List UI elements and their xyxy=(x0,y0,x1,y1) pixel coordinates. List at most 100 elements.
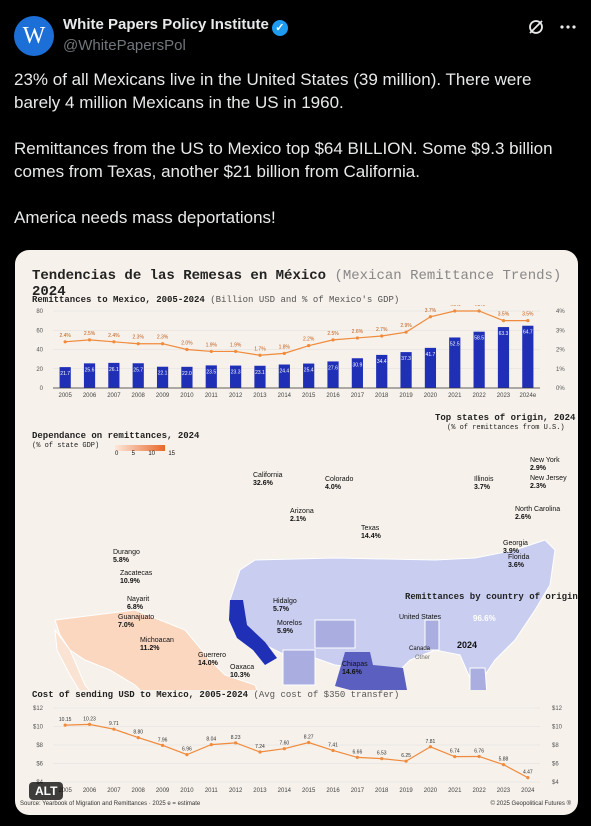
gdp-share-point xyxy=(404,330,408,334)
cost-value-label: 7.96 xyxy=(158,737,168,743)
y-tick-right: $4 xyxy=(552,780,559,786)
cost-value-label: 8.80 xyxy=(133,730,143,736)
bar xyxy=(205,365,217,388)
cost-point xyxy=(234,741,238,745)
mx-state-value: 6.8% xyxy=(127,604,143,611)
y-tick-right: 1% xyxy=(556,367,565,373)
mx-state-value: 5.8% xyxy=(113,557,129,564)
infographic-title: Tendencias de las Remesas en México (Mex… xyxy=(32,268,578,300)
x-tick-label: 2014 xyxy=(278,393,292,399)
x-tick-label: 2022 xyxy=(472,393,486,399)
mx-state-label: Guanajuato 7.0% xyxy=(118,614,154,630)
y-tick-left: 80 xyxy=(36,309,43,315)
bar-value-label: 23.3 xyxy=(231,370,241,376)
us-state-name: California xyxy=(253,472,283,479)
bar-value-label: 52.5 xyxy=(450,341,460,347)
infographic-image[interactable]: Tendencias de las Remesas en México (Mex… xyxy=(15,250,578,815)
mexico-baja-shape xyxy=(54,628,90,690)
cost-value-label: 7.60 xyxy=(279,741,289,747)
gdp-share-point xyxy=(209,349,213,354)
x-tick-label: 2006 xyxy=(83,788,97,794)
california-shape xyxy=(229,600,277,665)
us-state-name: New Jersey xyxy=(530,475,567,482)
mx-state-name: Morelos xyxy=(277,620,302,627)
author-handle[interactable]: @WhitePapersPol xyxy=(63,37,186,54)
grok-icon[interactable] xyxy=(527,18,545,36)
gdp-share-point xyxy=(87,338,92,342)
cost-value-label: 6.76 xyxy=(474,748,484,754)
gdp-share-point xyxy=(160,342,165,346)
alt-text-badge[interactable]: ALT xyxy=(29,782,64,800)
us-state-value: 32.6% xyxy=(253,480,273,487)
bar xyxy=(83,363,96,388)
x-tick-label: 2020 xyxy=(424,788,438,794)
us-state-name: Illinois xyxy=(474,476,494,483)
legend-tick: 0 xyxy=(115,451,119,457)
x-tick-label: 2008 xyxy=(132,393,146,399)
cost-point xyxy=(160,743,165,747)
x-tick-label: 2016 xyxy=(326,393,340,399)
x-tick-label: 2016 xyxy=(326,788,340,794)
mx-legend-ticks: 0 5 10 15 xyxy=(115,451,175,457)
y-tick-right: 2% xyxy=(556,348,565,354)
gdp-pct-label: 2.3% xyxy=(133,335,145,341)
x-tick-label: 2021 xyxy=(448,788,462,794)
gdp-pct-label: 3.5% xyxy=(522,312,534,318)
us-map-subtitle: (% of remittances from U.S.) xyxy=(447,424,565,432)
cost-line xyxy=(65,723,529,779)
title-paren: (Mexican Remittance Trends) xyxy=(334,268,562,284)
us-state-label: Georgia 3.9% xyxy=(503,540,528,556)
copyright-note: © 2025 Geopolitical Futures ® xyxy=(490,801,571,807)
bar-value-label: 23.5 xyxy=(206,369,216,375)
y-tick-left: 60 xyxy=(36,328,43,334)
us-state-label: North Carolina 2.6% xyxy=(515,506,560,522)
bar-value-label: 22.0 xyxy=(182,371,192,377)
donut-label-canada: Canada xyxy=(409,646,431,652)
texas-shape xyxy=(335,652,407,690)
cost-chart-title: Cost of sending USD to Mexico, 2005-2024… xyxy=(32,690,399,700)
bar-value-label: 37.3 xyxy=(401,356,411,362)
us-state-label: Arizona 2.1% xyxy=(290,508,314,524)
y-tick-right: $6 xyxy=(552,762,559,768)
x-tick-label: 2019 xyxy=(399,393,413,399)
mx-map-title: Dependance on remittances, 2024 xyxy=(32,431,200,441)
author-name[interactable]: White Papers Policy Institute xyxy=(63,16,269,33)
gdp-pct-label: 1.8% xyxy=(279,344,291,350)
x-tick-label: 2015 xyxy=(302,393,316,399)
us-state-label: California 32.6% xyxy=(253,472,283,488)
avatar[interactable]: W xyxy=(14,16,54,56)
us-state-value: 4.0% xyxy=(325,484,341,491)
cost-value-label: 10.15 xyxy=(59,717,72,723)
y-tick-left: 0 xyxy=(40,386,44,392)
cost-value-label: 6.74 xyxy=(450,749,460,755)
gdp-share-point xyxy=(136,342,140,346)
maps-panel xyxy=(54,539,556,690)
bar xyxy=(522,325,534,388)
cost-value-label: 10.23 xyxy=(83,716,96,722)
avatar-letter: W xyxy=(22,22,46,49)
x-tick-label: 2009 xyxy=(156,393,170,399)
donut-label-other: Other xyxy=(415,655,431,661)
cost-value-label: 7.81 xyxy=(426,739,436,745)
x-tick-label: 2011 xyxy=(205,393,219,399)
georgia-shape xyxy=(469,667,488,690)
author-name-row[interactable]: White Papers Policy Institute ✓ xyxy=(63,16,288,36)
donut-center-label: 2024 xyxy=(457,640,478,650)
x-tick-label: 2012 xyxy=(229,788,243,794)
bar-value-label: 27.6 xyxy=(328,365,338,371)
bar xyxy=(327,361,339,388)
x-tick-label: 2005 xyxy=(58,788,72,794)
cost-value-label: 8.23 xyxy=(231,735,241,741)
gdp-pct-label: 1.9% xyxy=(206,342,218,348)
more-icon[interactable] xyxy=(559,18,577,36)
bar xyxy=(424,347,437,388)
x-tick-label: 2007 xyxy=(107,393,121,399)
gdp-pct-label: 1.7% xyxy=(254,346,266,352)
bar xyxy=(132,363,144,388)
gdp-pct-label: 2.3% xyxy=(157,335,169,341)
mx-state-label: Hidalgo 5.7% xyxy=(273,598,297,614)
post-paragraph: Remittances from the US to Mexico top $6… xyxy=(14,139,553,181)
us-state-name: North Carolina xyxy=(515,506,561,513)
x-tick-label: 2023 xyxy=(497,788,511,794)
bar xyxy=(156,366,169,388)
